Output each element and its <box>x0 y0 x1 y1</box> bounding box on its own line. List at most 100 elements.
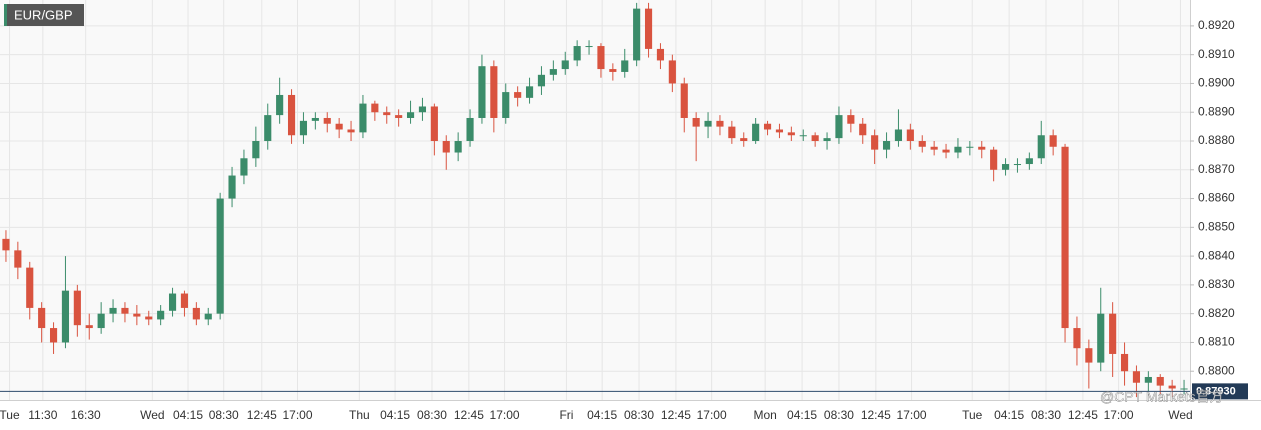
candle <box>978 141 986 159</box>
candle <box>990 146 998 182</box>
candle <box>1120 342 1129 386</box>
candle-body <box>1025 158 1033 165</box>
candle-body <box>882 141 891 150</box>
candle <box>597 43 605 78</box>
candle <box>299 112 308 144</box>
candle-body <box>775 129 784 133</box>
candle-body <box>1180 388 1188 390</box>
candle <box>145 310 153 326</box>
candle-body <box>680 83 688 118</box>
x-tick-label: 12:45 <box>454 408 484 422</box>
candle-body <box>835 115 843 139</box>
candle <box>871 129 879 165</box>
x-tick-label: 12:45 <box>661 408 691 422</box>
candle <box>1168 379 1176 398</box>
candle-body <box>287 94 296 136</box>
candle-body <box>228 175 236 199</box>
x-tick-label: Wed <box>1168 408 1192 422</box>
candle <box>97 302 105 334</box>
y-tick-label: 0.8870 <box>1198 162 1235 176</box>
candle <box>49 322 58 354</box>
candle-body <box>490 66 498 118</box>
candle <box>14 241 22 280</box>
candle-body <box>656 48 665 61</box>
candle <box>180 290 189 317</box>
x-tick-label: 12:45 <box>1068 408 1098 422</box>
candle <box>418 97 427 121</box>
candle <box>1085 339 1093 389</box>
candle <box>1049 129 1057 156</box>
candle-body <box>978 146 986 150</box>
candle-body <box>418 106 427 113</box>
candle <box>680 77 688 133</box>
candle-body <box>1168 385 1176 389</box>
candle-body <box>930 146 938 150</box>
candle-body <box>942 149 950 153</box>
candle-body <box>442 141 450 153</box>
candle <box>216 192 224 320</box>
candle-body <box>918 141 926 147</box>
candle-body <box>335 123 343 130</box>
candle <box>930 141 938 156</box>
candle-body <box>97 313 105 329</box>
candle <box>954 138 962 159</box>
candle-body <box>537 74 546 87</box>
candle-body <box>1132 371 1141 383</box>
candle <box>61 256 70 349</box>
candle-body <box>121 307 129 314</box>
last-price-label: 0.87930 <box>1196 385 1236 397</box>
candle-body <box>168 293 177 311</box>
candle-body <box>859 123 867 136</box>
y-tick-label: 0.8810 <box>1198 335 1235 349</box>
candle <box>168 287 177 317</box>
candle-body <box>1097 313 1105 363</box>
x-tick-label: 17:00 <box>697 408 727 422</box>
candle-body <box>573 46 581 61</box>
candle-body <box>2 238 10 251</box>
candle-body <box>180 293 189 308</box>
candle-body <box>73 290 81 326</box>
candle-body <box>502 92 510 118</box>
candle-body <box>1109 313 1117 354</box>
candle <box>668 54 676 93</box>
chart-title: EUR/GBP <box>14 7 73 22</box>
y-tick-label: 0.8800 <box>1198 363 1235 377</box>
candle-body <box>954 146 962 153</box>
candle <box>823 132 831 150</box>
x-tick-label: 17:00 <box>1104 408 1134 422</box>
candle-body <box>525 86 534 98</box>
candle-body <box>466 117 474 142</box>
x-tick-label: 11:30 <box>28 408 57 422</box>
candle <box>502 83 510 124</box>
candle <box>26 261 34 320</box>
candle-body <box>61 290 70 343</box>
candle <box>252 126 260 167</box>
title-box <box>4 4 84 26</box>
candle-body <box>26 267 34 308</box>
candle-body <box>966 146 974 148</box>
candle <box>1037 120 1045 165</box>
candle <box>38 302 46 343</box>
candle <box>549 60 557 81</box>
x-tick-label: 17:00 <box>282 408 312 422</box>
x-tick-label: Wed <box>140 408 164 422</box>
candle-body <box>454 141 462 153</box>
x-tick-label: 17:00 <box>897 408 927 422</box>
candle-body <box>14 250 22 268</box>
candle <box>1144 371 1152 392</box>
candle-body <box>371 103 379 113</box>
candle-body <box>1061 146 1069 329</box>
candle-body <box>514 92 522 98</box>
candle <box>406 100 415 124</box>
candle <box>133 305 141 326</box>
candle <box>383 106 391 124</box>
candle <box>728 120 736 144</box>
candle <box>906 123 914 150</box>
candle <box>775 123 784 139</box>
candle <box>395 109 403 127</box>
candle <box>621 48 629 78</box>
x-tick-label: 08:30 <box>1031 408 1061 422</box>
x-tick-label: 04:15 <box>787 408 817 422</box>
y-tick-label: 0.8850 <box>1198 220 1235 234</box>
